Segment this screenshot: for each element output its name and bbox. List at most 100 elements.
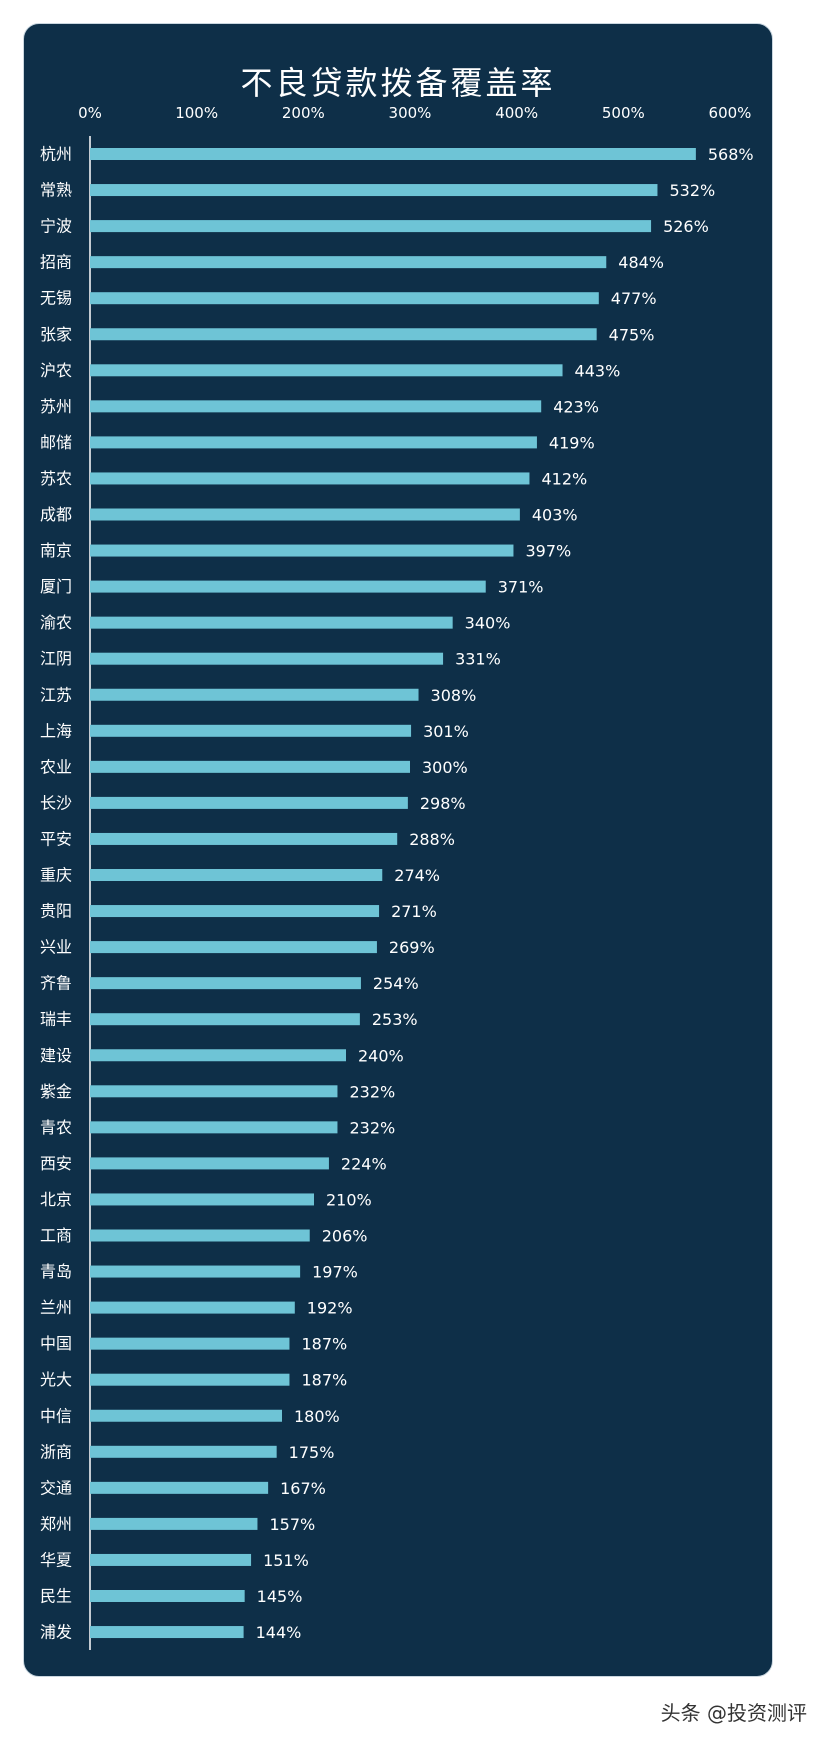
data-label: 232% bbox=[349, 1082, 395, 1101]
data-label: 180% bbox=[294, 1407, 340, 1426]
category-label: 青农 bbox=[40, 1118, 72, 1137]
category-label: 重庆 bbox=[40, 866, 72, 885]
category-label: 浙商 bbox=[40, 1442, 72, 1461]
data-label: 253% bbox=[372, 1010, 418, 1029]
data-label: 157% bbox=[269, 1515, 315, 1534]
data-label: 532% bbox=[669, 181, 715, 200]
data-label: 240% bbox=[358, 1046, 404, 1065]
category-label: 中信 bbox=[40, 1406, 72, 1425]
category-label: 郑州 bbox=[40, 1514, 72, 1533]
bar bbox=[90, 796, 408, 809]
category-label: 杭州 bbox=[40, 145, 72, 164]
bar bbox=[90, 1517, 258, 1530]
bar bbox=[90, 1409, 282, 1422]
bar bbox=[90, 1013, 360, 1026]
chart-title: 不良贷款拨备覆盖率 bbox=[240, 64, 556, 102]
category-label: 农业 bbox=[40, 757, 72, 776]
bar bbox=[90, 1121, 338, 1134]
bar bbox=[90, 1553, 252, 1566]
category-label: 建设 bbox=[40, 1046, 72, 1065]
bar bbox=[90, 292, 599, 305]
x-tick-label: 200% bbox=[282, 104, 325, 122]
data-label: 271% bbox=[391, 902, 437, 921]
bar bbox=[90, 256, 607, 269]
bar bbox=[90, 1265, 301, 1278]
bar bbox=[90, 905, 380, 918]
category-label: 成都 bbox=[40, 505, 72, 524]
data-label: 175% bbox=[289, 1443, 335, 1462]
data-label: 568% bbox=[708, 145, 754, 164]
data-label: 151% bbox=[263, 1551, 309, 1570]
category-label: 齐鲁 bbox=[40, 974, 72, 993]
bar bbox=[90, 580, 486, 593]
x-tick-label: 100% bbox=[175, 104, 218, 122]
data-label: 254% bbox=[373, 974, 419, 993]
bar bbox=[90, 328, 597, 341]
bar bbox=[90, 1157, 329, 1170]
data-label: 197% bbox=[312, 1263, 358, 1282]
bar bbox=[90, 1590, 245, 1602]
bar bbox=[90, 1445, 277, 1458]
category-label: 光大 bbox=[40, 1370, 72, 1389]
bar bbox=[90, 544, 514, 557]
category-label: 平安 bbox=[40, 829, 72, 848]
bar bbox=[90, 400, 542, 413]
data-label: 187% bbox=[301, 1371, 347, 1390]
bar bbox=[90, 472, 530, 485]
category-label: 厦门 bbox=[40, 577, 72, 596]
bar bbox=[90, 832, 398, 845]
category-label: 贵阳 bbox=[40, 902, 72, 921]
bar bbox=[90, 1481, 269, 1494]
data-label: 371% bbox=[498, 578, 544, 597]
bar bbox=[90, 508, 520, 521]
data-label: 443% bbox=[575, 361, 621, 380]
data-label: 477% bbox=[611, 289, 657, 308]
category-label: 北京 bbox=[40, 1190, 72, 1209]
category-label: 兴业 bbox=[40, 938, 72, 957]
data-label: 288% bbox=[409, 830, 455, 849]
bar bbox=[90, 977, 361, 990]
category-label: 无锡 bbox=[40, 289, 72, 308]
data-label: 419% bbox=[549, 433, 595, 452]
data-label: 232% bbox=[349, 1118, 395, 1137]
bar bbox=[90, 724, 412, 737]
data-label: 397% bbox=[525, 542, 571, 561]
data-label: 484% bbox=[618, 253, 664, 272]
category-label: 江苏 bbox=[40, 685, 72, 704]
data-label: 298% bbox=[420, 794, 466, 813]
x-tick-label: 600% bbox=[709, 104, 752, 122]
category-label: 宁波 bbox=[40, 217, 72, 236]
bar bbox=[90, 1229, 310, 1242]
data-label: 475% bbox=[609, 325, 655, 344]
category-label: 沪农 bbox=[40, 361, 72, 380]
category-label: 华夏 bbox=[40, 1550, 72, 1569]
bar bbox=[90, 616, 453, 629]
bar bbox=[90, 220, 652, 233]
category-label: 浦发 bbox=[40, 1623, 72, 1642]
data-label: 300% bbox=[422, 758, 468, 777]
bar bbox=[90, 688, 419, 701]
category-label: 交通 bbox=[40, 1478, 72, 1497]
category-label: 上海 bbox=[40, 721, 72, 740]
bar bbox=[90, 364, 563, 377]
bar bbox=[90, 760, 410, 773]
bar bbox=[90, 1337, 290, 1350]
data-label: 145% bbox=[257, 1587, 303, 1606]
category-label: 兰州 bbox=[40, 1298, 72, 1317]
bar bbox=[90, 652, 444, 665]
x-tick-label: 500% bbox=[602, 104, 645, 122]
bar bbox=[90, 148, 696, 160]
data-label: 301% bbox=[423, 722, 469, 741]
category-label: 苏州 bbox=[40, 397, 72, 416]
data-label: 206% bbox=[322, 1227, 368, 1246]
bar bbox=[90, 1049, 346, 1062]
category-label: 长沙 bbox=[40, 793, 72, 812]
data-label: 187% bbox=[301, 1335, 347, 1354]
bar bbox=[90, 869, 383, 881]
category-label: 招商 bbox=[40, 253, 72, 272]
data-label: 403% bbox=[532, 506, 578, 525]
category-label: 民生 bbox=[40, 1587, 72, 1606]
category-label: 青岛 bbox=[40, 1262, 72, 1281]
bar bbox=[90, 1193, 314, 1206]
